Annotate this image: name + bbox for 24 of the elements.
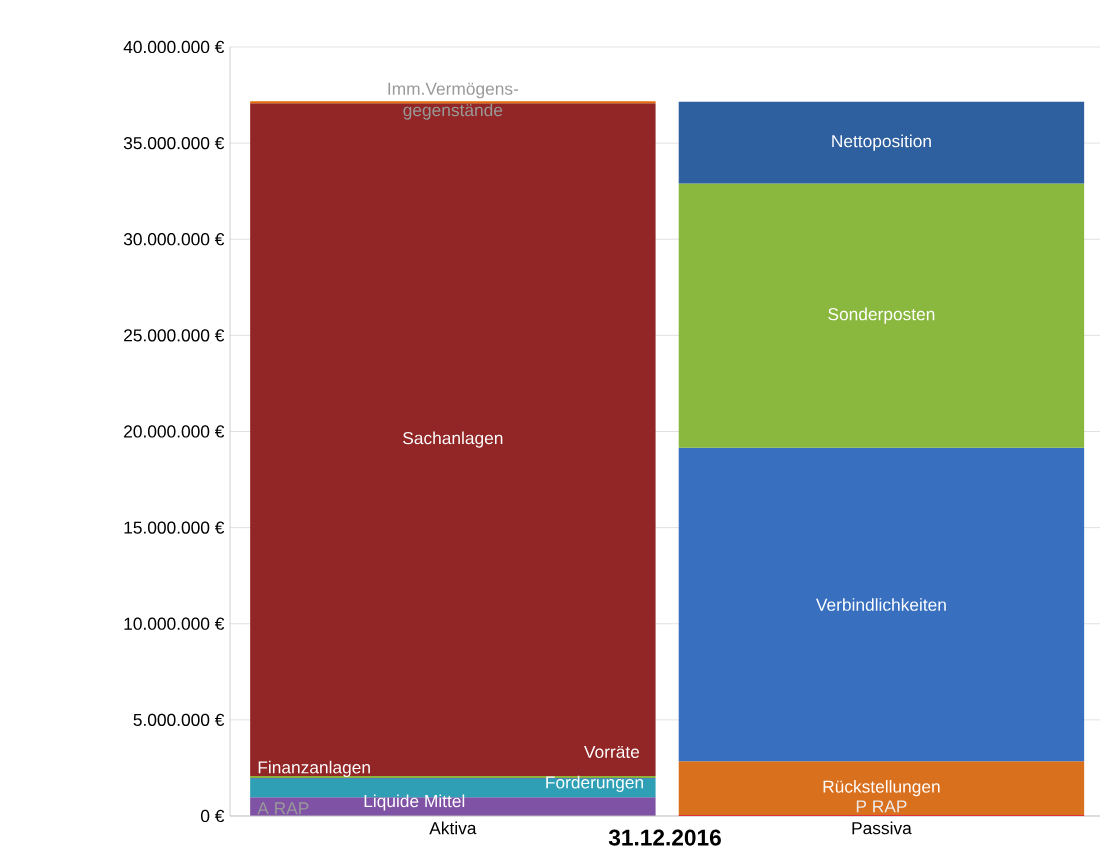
series-label: Rückstellungen: [823, 780, 940, 797]
x-tick-label: Passiva: [852, 821, 912, 835]
y-tick-label: 20.000.000 €: [124, 425, 225, 438]
series-label: Liquide Mittel: [364, 794, 465, 811]
y-tick-label: 30.000.000 €: [123, 233, 225, 246]
series-label: A RAP: [257, 802, 309, 815]
y-tick-label: 35.000.000 €: [123, 136, 225, 150]
series-label: Verbindlichkeiten: [815, 598, 946, 611]
x-axis-title: 31.12.2016: [608, 829, 721, 846]
series-label: P RAP: [856, 800, 907, 813]
series-label: Nettoposition: [832, 134, 931, 151]
series-label: Finanzanlagen: [258, 760, 370, 777]
y-tick-label: 0 €: [200, 809, 225, 823]
y-tick-label: 40.000.000 €: [123, 40, 225, 54]
series-label: Forderungen: [546, 775, 643, 792]
y-tick-label: 25.000.000 €: [124, 329, 225, 342]
series-label: Imm.Vermögens-gegenstände: [388, 82, 519, 120]
y-tick-label: 5.000.000 €: [133, 713, 225, 726]
series-label: Sonderposten: [828, 307, 935, 324]
y-tick-label: 15.000.000 €: [124, 521, 225, 534]
x-tick-label: Aktiva: [429, 821, 477, 835]
series-label: Sachanlagen: [403, 431, 503, 448]
series-label: Vorräte: [584, 745, 640, 759]
y-tick-label: 10.000.000 €: [124, 617, 225, 630]
